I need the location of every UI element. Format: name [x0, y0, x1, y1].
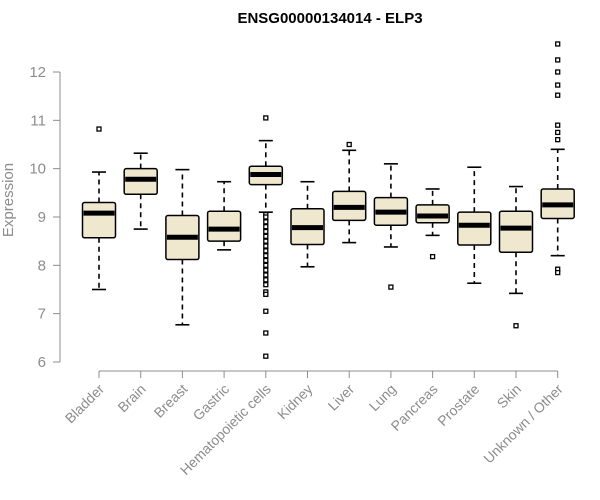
outlier-point — [263, 224, 269, 230]
y-tick-label: 8 — [38, 257, 46, 274]
y-tick-label: 7 — [38, 306, 46, 323]
x-tick-label: Brain — [114, 381, 148, 415]
outlier-point — [263, 308, 269, 314]
outlier-point — [263, 267, 269, 273]
y-tick-label: 11 — [30, 112, 46, 129]
outlier-point — [263, 353, 269, 359]
chart-title: ENSG00000134014 - ELP3 — [237, 10, 422, 27]
box-iqr — [81, 201, 117, 239]
x-tick-label: Liver — [325, 381, 358, 414]
box-group — [123, 152, 158, 230]
outlier-point — [263, 219, 269, 225]
x-tick-label: Lung — [366, 381, 399, 414]
box-group — [206, 180, 242, 251]
outlier-point — [555, 41, 561, 47]
outlier-point — [263, 248, 269, 254]
outlier-point — [263, 115, 269, 121]
box-group — [373, 163, 409, 290]
outlier-point — [263, 253, 269, 259]
outlier-point — [555, 129, 561, 136]
x-tick-label: Bladder — [62, 381, 108, 427]
y-tick-label: 9 — [38, 209, 46, 226]
outlier-point — [388, 284, 394, 290]
box-iqr — [206, 210, 242, 242]
outlier-point — [263, 282, 269, 288]
outlier-point — [263, 233, 269, 239]
outlier-point — [96, 126, 102, 132]
y-tick-label: 6 — [38, 354, 46, 371]
outlier-point — [263, 330, 269, 336]
y-axis: 6 7 8 9 10 11 12 — [29, 64, 61, 371]
outlier-point — [263, 238, 269, 244]
boxes-layer — [81, 41, 575, 359]
x-tick-label: Prostate — [434, 381, 482, 429]
outlier-point — [555, 137, 561, 143]
box-group — [498, 185, 534, 329]
x-tick-label: Breast — [151, 381, 191, 421]
outlier-point — [555, 69, 561, 75]
outlier-point — [555, 92, 561, 98]
y-tick-label: 12 — [29, 64, 46, 81]
box-group — [415, 188, 450, 260]
outlier-point — [263, 277, 269, 283]
outlier-point — [555, 82, 561, 88]
box-group — [540, 41, 575, 276]
outlier-point — [263, 272, 269, 278]
box-iqr — [498, 210, 534, 254]
outlier-point — [429, 253, 436, 260]
box-iqr — [457, 211, 492, 246]
y-tick-label: 10 — [29, 161, 46, 178]
box-group — [331, 141, 367, 244]
outlier-point — [263, 257, 269, 264]
box-group — [290, 180, 325, 268]
x-tick-label: Skin — [494, 381, 525, 412]
outlier-point — [555, 269, 561, 276]
box-group — [165, 168, 200, 326]
outlier-point — [555, 57, 561, 63]
outlier-point — [513, 323, 519, 329]
x-tick-label: Kidney — [274, 381, 316, 423]
box-group — [81, 126, 117, 291]
box-group — [248, 115, 284, 359]
outlier-point — [263, 262, 269, 268]
outlier-point — [263, 291, 269, 297]
x-tick-label: Unknown / Other — [480, 381, 566, 467]
outlier-point — [263, 243, 269, 249]
outlier-point — [263, 214, 269, 220]
y-axis-label: Expression — [0, 163, 17, 237]
box-group — [457, 166, 492, 285]
outlier-point — [346, 141, 352, 148]
outlier-point — [263, 228, 269, 235]
outlier-point — [555, 122, 561, 128]
